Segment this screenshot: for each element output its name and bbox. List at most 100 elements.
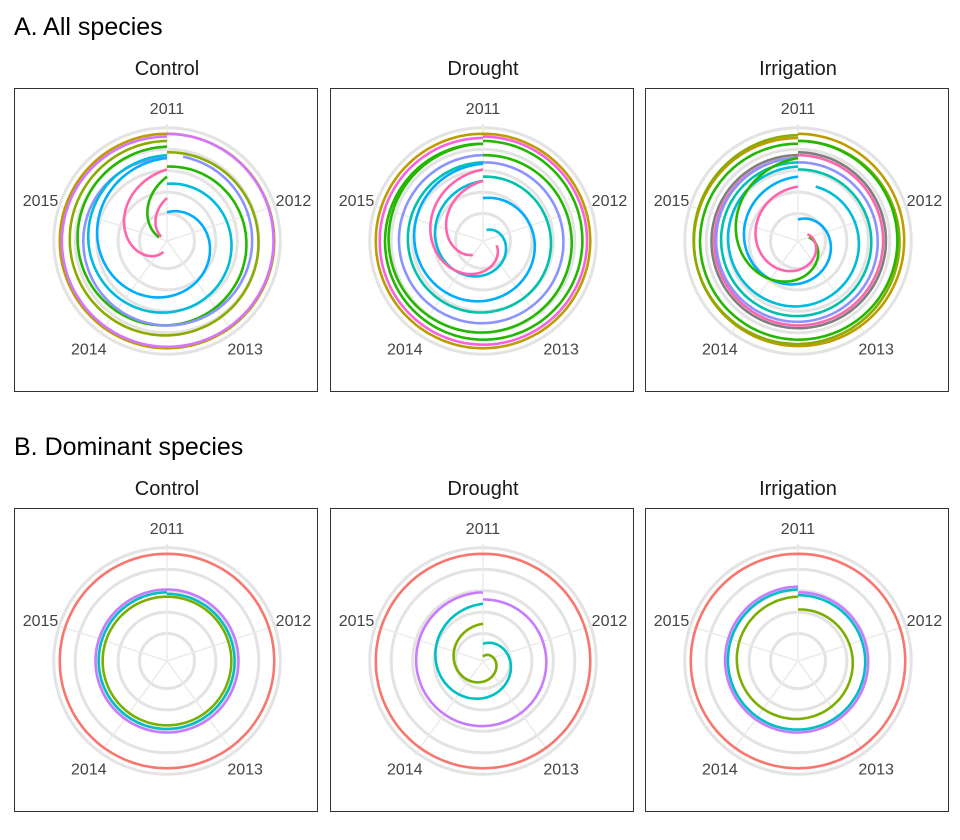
- theta-tick-label: 2011: [466, 521, 501, 538]
- polar-plot: 2011 2012 2013 2014 2015: [654, 521, 943, 779]
- panel-all-drought: 2011 2012 2013 2014 2015: [330, 88, 634, 392]
- series-line: [146, 175, 168, 239]
- series-line: [397, 153, 565, 325]
- grid-spoke: [372, 624, 484, 662]
- series-line: [726, 165, 861, 308]
- facet-label-control: Control: [134, 478, 200, 500]
- theta-tick-label: 2013: [227, 762, 263, 779]
- grid-spoke: [797, 624, 909, 662]
- facet-label-irrigation: Irrigation: [759, 478, 837, 500]
- theta-tick-label: 2013: [858, 342, 894, 359]
- series-line: [692, 133, 901, 346]
- grid-spoke: [482, 624, 594, 662]
- panel-all-irrigation: 2011 2012 2013 2014 2015: [645, 88, 949, 392]
- series-line: [86, 153, 233, 314]
- series-line: [710, 151, 888, 330]
- grid-spoke: [414, 240, 484, 336]
- series-line: [719, 161, 873, 318]
- series-line: [383, 139, 584, 341]
- series-line: [429, 168, 500, 276]
- facet-label-irrigation: Irrigation: [759, 58, 837, 80]
- facet-label-control: Control: [134, 58, 200, 80]
- theta-tick-label: 2014: [387, 342, 423, 359]
- series-line: [742, 175, 833, 286]
- theta-tick-label: 2015: [23, 193, 59, 210]
- series-line: [95, 156, 212, 299]
- grid-spoke: [797, 240, 867, 336]
- series-line: [754, 185, 818, 273]
- grid-spoke: [482, 660, 552, 756]
- series-line: [387, 142, 573, 334]
- grid-spoke: [687, 624, 799, 662]
- theta-tick-label: 2014: [702, 342, 738, 359]
- series-line: [714, 156, 879, 324]
- series-line: [406, 161, 553, 314]
- theta-tick-label: 2014: [71, 762, 107, 779]
- polar-plot: 2011 2012 2013 2014 2015: [23, 521, 312, 779]
- theta-tick-label: 2012: [592, 613, 628, 630]
- theta-tick-label: 2013: [543, 762, 579, 779]
- series-line: [97, 591, 236, 731]
- theta-tick-label: 2011: [150, 101, 185, 118]
- theta-tick-label: 2012: [276, 613, 312, 630]
- series-line: [698, 139, 899, 341]
- theta-tick-label: 2015: [339, 193, 375, 210]
- theta-tick-label: 2014: [71, 342, 107, 359]
- grid-spoke: [166, 240, 236, 336]
- series-line: [68, 139, 260, 337]
- series-line: [94, 588, 240, 734]
- series-line: [735, 595, 854, 721]
- series-line: [433, 179, 508, 278]
- grid-spoke: [98, 660, 168, 756]
- series-line: [689, 552, 907, 770]
- theta-tick-label: 2012: [276, 193, 312, 210]
- panel-all-control: 2011 2012 2013 2014 2015: [14, 88, 318, 392]
- series-line: [58, 552, 276, 770]
- theta-tick-label: 2011: [466, 101, 501, 118]
- series-line: [414, 591, 548, 728]
- polar-plot: 2011 2012 2013 2014 2015: [23, 101, 312, 359]
- series-line: [374, 552, 592, 770]
- theta-tick-label: 2015: [654, 193, 690, 210]
- polar-plot: 2011 2012 2013 2014 2015: [339, 101, 628, 359]
- theta-tick-label: 2013: [227, 342, 263, 359]
- series-line: [154, 197, 168, 238]
- series-line: [374, 132, 592, 350]
- series-line: [82, 155, 254, 327]
- panel-dominant-control: 2011 2012 2013 2014 2015: [14, 508, 318, 812]
- panel-dominant-irrigation: 2011 2012 2013 2014 2015: [645, 508, 949, 812]
- theta-tick-label: 2015: [654, 613, 690, 630]
- grid-spoke: [729, 240, 799, 336]
- theta-tick-label: 2011: [781, 521, 816, 538]
- theta-tick-label: 2012: [907, 193, 943, 210]
- series-line: [726, 588, 867, 731]
- series-line: [60, 132, 275, 349]
- facet-label-drought: Drought: [447, 478, 519, 500]
- series-line: [378, 135, 589, 346]
- series-line: [434, 602, 513, 700]
- series-line: [122, 168, 168, 258]
- grid-spoke: [414, 660, 484, 756]
- series-line: [101, 595, 233, 727]
- theta-tick-label: 2015: [339, 613, 375, 630]
- series-line: [452, 622, 498, 684]
- panel-dominant-drought: 2011 2012 2013 2014 2015: [330, 508, 634, 812]
- grid-spoke: [166, 624, 278, 662]
- theta-tick-label: 2013: [858, 762, 894, 779]
- grid-spoke: [797, 204, 909, 242]
- theta-tick-label: 2012: [592, 193, 628, 210]
- theta-tick-label: 2011: [781, 101, 816, 118]
- section-title-dominant-species: B. Dominant species: [14, 433, 244, 461]
- polar-plot: 2011 2012 2013 2014 2015: [339, 521, 628, 779]
- grid-spoke: [56, 624, 168, 662]
- theta-tick-label: 2011: [150, 521, 185, 538]
- grid-spoke: [166, 660, 236, 756]
- series-line: [723, 585, 870, 734]
- theta-tick-label: 2015: [23, 613, 59, 630]
- theta-tick-label: 2014: [387, 762, 423, 779]
- section-title-all-species: A. All species: [14, 13, 163, 41]
- theta-tick-label: 2014: [702, 762, 738, 779]
- series-line: [412, 162, 537, 303]
- theta-tick-label: 2013: [543, 342, 579, 359]
- grid-spoke: [166, 204, 278, 242]
